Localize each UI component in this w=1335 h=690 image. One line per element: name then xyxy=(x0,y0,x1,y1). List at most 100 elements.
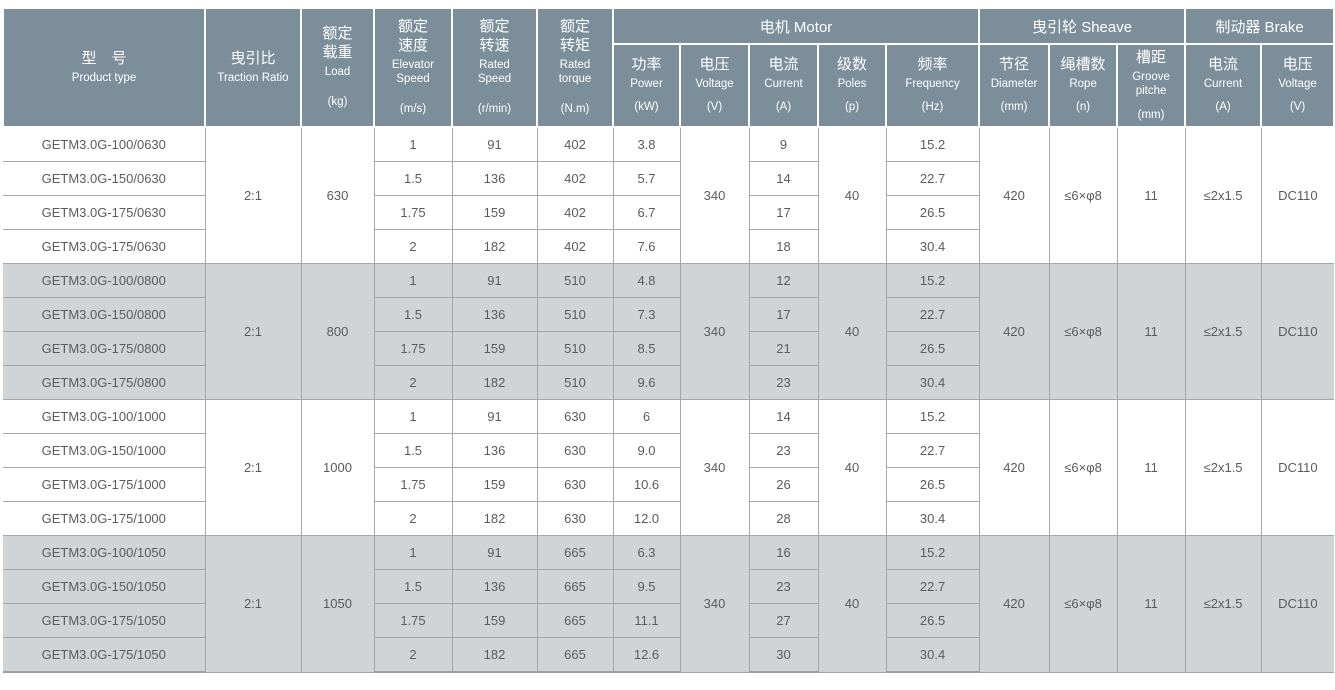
table-header: 型 号 Product type 曳引比 Traction Ratio 额定 载重 L… xyxy=(2,7,1335,128)
cell-frequency: 22.7 xyxy=(885,433,980,468)
cell-torque: 665 xyxy=(536,603,614,638)
col-header-elevator-speed: 额定 速度 Elevator Speed (m/s) xyxy=(373,7,453,128)
cell-model: GETM3.0G-100/1050 xyxy=(3,535,206,570)
cell-power: 10.6 xyxy=(612,467,681,502)
col-header-product-type-zh: 型 号 xyxy=(81,49,127,67)
table-row: GETM3.0G-150/1000 1.5 136 630 9.0 23 22.… xyxy=(3,433,1334,468)
cell-speed: 1.5 xyxy=(373,297,453,332)
cell-speed: 2 xyxy=(373,501,453,536)
table-row: GETM3.0G-175/1000 1.75 159 630 10.6 26 2… xyxy=(3,467,1334,502)
cell-poles: 40 xyxy=(817,126,887,264)
col-header-rated-speed: 额定 转速 Rated Speed (r/min) xyxy=(451,7,538,128)
table-row: GETM3.0G-150/0800 1.5 136 510 7.3 17 22.… xyxy=(3,297,1334,332)
cell-speed: 1.5 xyxy=(373,569,453,604)
cell-current: 14 xyxy=(748,161,819,196)
cell-frequency: 26.5 xyxy=(885,603,980,638)
cell-rated-speed: 91 xyxy=(451,535,538,570)
cell-model: GETM3.0G-175/0800 xyxy=(3,331,206,366)
block-800: GETM3.0G-100/0800 2:1 800 1 91 510 4.8 3… xyxy=(3,263,1335,400)
cell-torque: 510 xyxy=(536,331,614,366)
cell-load: 630 xyxy=(300,126,375,264)
cell-voltage: 340 xyxy=(679,126,750,264)
col-header-product-type-en: Product type xyxy=(71,71,137,84)
cell-power: 6 xyxy=(612,399,681,434)
cell-traction-ratio: 2:1 xyxy=(204,535,302,673)
table-row: GETM3.0G-175/0800 1.75 159 510 8.5 21 26… xyxy=(3,331,1334,366)
cell-rated-speed: 136 xyxy=(451,161,538,196)
table-row: GETM3.0G-100/1000 2:1 1000 1 91 630 6 34… xyxy=(3,399,1335,536)
cell-power: 5.7 xyxy=(612,161,681,196)
cell-current: 18 xyxy=(748,229,819,264)
cell-current: 26 xyxy=(748,467,819,502)
cell-model: GETM3.0G-175/1000 xyxy=(3,467,206,502)
cell-current: 17 xyxy=(748,195,819,230)
cell-model: GETM3.0G-100/0630 xyxy=(3,126,206,162)
cell-frequency: 30.4 xyxy=(885,229,980,264)
col-header-current: 电流 Current (A) xyxy=(748,43,819,128)
cell-speed: 2 xyxy=(373,365,453,400)
col-header-frequency: 频率 Frequency (Hz) xyxy=(884,43,981,128)
cell-speed: 1.75 xyxy=(373,195,453,230)
cell-groove-pitch: 11 xyxy=(1116,126,1186,264)
cell-model: GETM3.0G-175/1000 xyxy=(3,501,206,536)
cell-rated-speed: 182 xyxy=(451,501,538,536)
cell-model: GETM3.0G-175/0800 xyxy=(3,365,206,400)
cell-rated-speed: 136 xyxy=(451,569,538,604)
cell-power: 12.0 xyxy=(612,501,681,536)
table-row: GETM3.0G-100/1050 2:1 1050 1 91 665 6.3 … xyxy=(3,535,1335,673)
cell-traction-ratio: 2:1 xyxy=(204,126,302,264)
cell-rated-speed: 159 xyxy=(451,195,538,230)
cell-traction-ratio: 2:1 xyxy=(204,263,302,400)
cell-rated-speed: 136 xyxy=(451,297,538,332)
cell-voltage: 340 xyxy=(679,535,750,673)
cell-rope-grooves: ≤6×φ8 xyxy=(1048,263,1118,400)
cell-current: 12 xyxy=(748,263,819,298)
cell-rated-speed: 91 xyxy=(451,126,538,162)
cell-current: 23 xyxy=(748,569,819,604)
cell-current: 27 xyxy=(748,603,819,638)
cell-speed: 1.75 xyxy=(373,603,453,638)
cell-frequency: 22.7 xyxy=(885,161,980,196)
col-header-sheave-diameter: 节径 Diameter (mm) xyxy=(978,43,1051,128)
cell-torque: 665 xyxy=(536,637,614,673)
col-header-traction-ratio: 曳引比 Traction Ratio xyxy=(204,7,302,128)
cell-speed: 1 xyxy=(373,263,453,298)
cell-speed: 2 xyxy=(373,229,453,264)
cell-torque: 402 xyxy=(536,161,614,196)
cell-power: 7.6 xyxy=(612,229,681,264)
cell-sheave-diameter: 420 xyxy=(978,535,1050,673)
col-header-groove-pitch: 槽距 Groove pitche (mm) xyxy=(1116,43,1187,128)
cell-brake-voltage: DC110 xyxy=(1260,126,1335,264)
cell-frequency: 26.5 xyxy=(885,195,980,230)
table-row: GETM3.0G-175/0800 2 182 510 9.6 23 30.4 xyxy=(3,365,1334,400)
cell-rated-speed: 182 xyxy=(451,229,538,264)
spec-table: 型 号 Product type 曳引比 Traction Ratio 额定 载重 L… xyxy=(2,7,1335,673)
cell-power: 7.3 xyxy=(612,297,681,332)
cell-rated-speed: 136 xyxy=(451,433,538,468)
cell-model: GETM3.0G-175/1050 xyxy=(3,603,206,638)
cell-model: GETM3.0G-150/1000 xyxy=(3,433,206,468)
cell-speed: 1.75 xyxy=(373,467,453,502)
table-row: GETM3.0G-175/0630 2 182 402 7.6 18 30.4 xyxy=(3,229,1334,264)
table-row: GETM3.0G-175/1050 2 182 665 12.6 30 30.4 xyxy=(3,637,1334,673)
cell-voltage: 340 xyxy=(679,399,750,536)
cell-power: 8.5 xyxy=(612,331,681,366)
cell-rated-speed: 159 xyxy=(451,331,538,366)
group-header-sheave: 曳引轮 Sheave xyxy=(978,7,1187,45)
block-1050: GETM3.0G-100/1050 2:1 1050 1 91 665 6.3 … xyxy=(3,535,1335,673)
cell-torque: 510 xyxy=(536,365,614,400)
cell-poles: 40 xyxy=(817,263,887,400)
cell-model: GETM3.0G-150/0800 xyxy=(3,297,206,332)
cell-speed: 2 xyxy=(373,637,453,673)
cell-rated-speed: 91 xyxy=(451,399,538,434)
cell-torque: 402 xyxy=(536,229,614,264)
col-header-voltage: 电压 Voltage (V) xyxy=(679,43,750,128)
cell-frequency: 30.4 xyxy=(885,637,980,673)
cell-model: GETM3.0G-150/1050 xyxy=(3,569,206,604)
cell-rope-grooves: ≤6×φ8 xyxy=(1048,535,1118,673)
cell-frequency: 15.2 xyxy=(885,126,980,162)
cell-groove-pitch: 11 xyxy=(1116,535,1186,673)
cell-load: 800 xyxy=(300,263,375,400)
table-row: GETM3.0G-100/0630 2:1 630 1 91 402 3.8 3… xyxy=(3,126,1335,264)
table-row: GETM3.0G-100/0800 2:1 800 1 91 510 4.8 3… xyxy=(3,263,1335,400)
